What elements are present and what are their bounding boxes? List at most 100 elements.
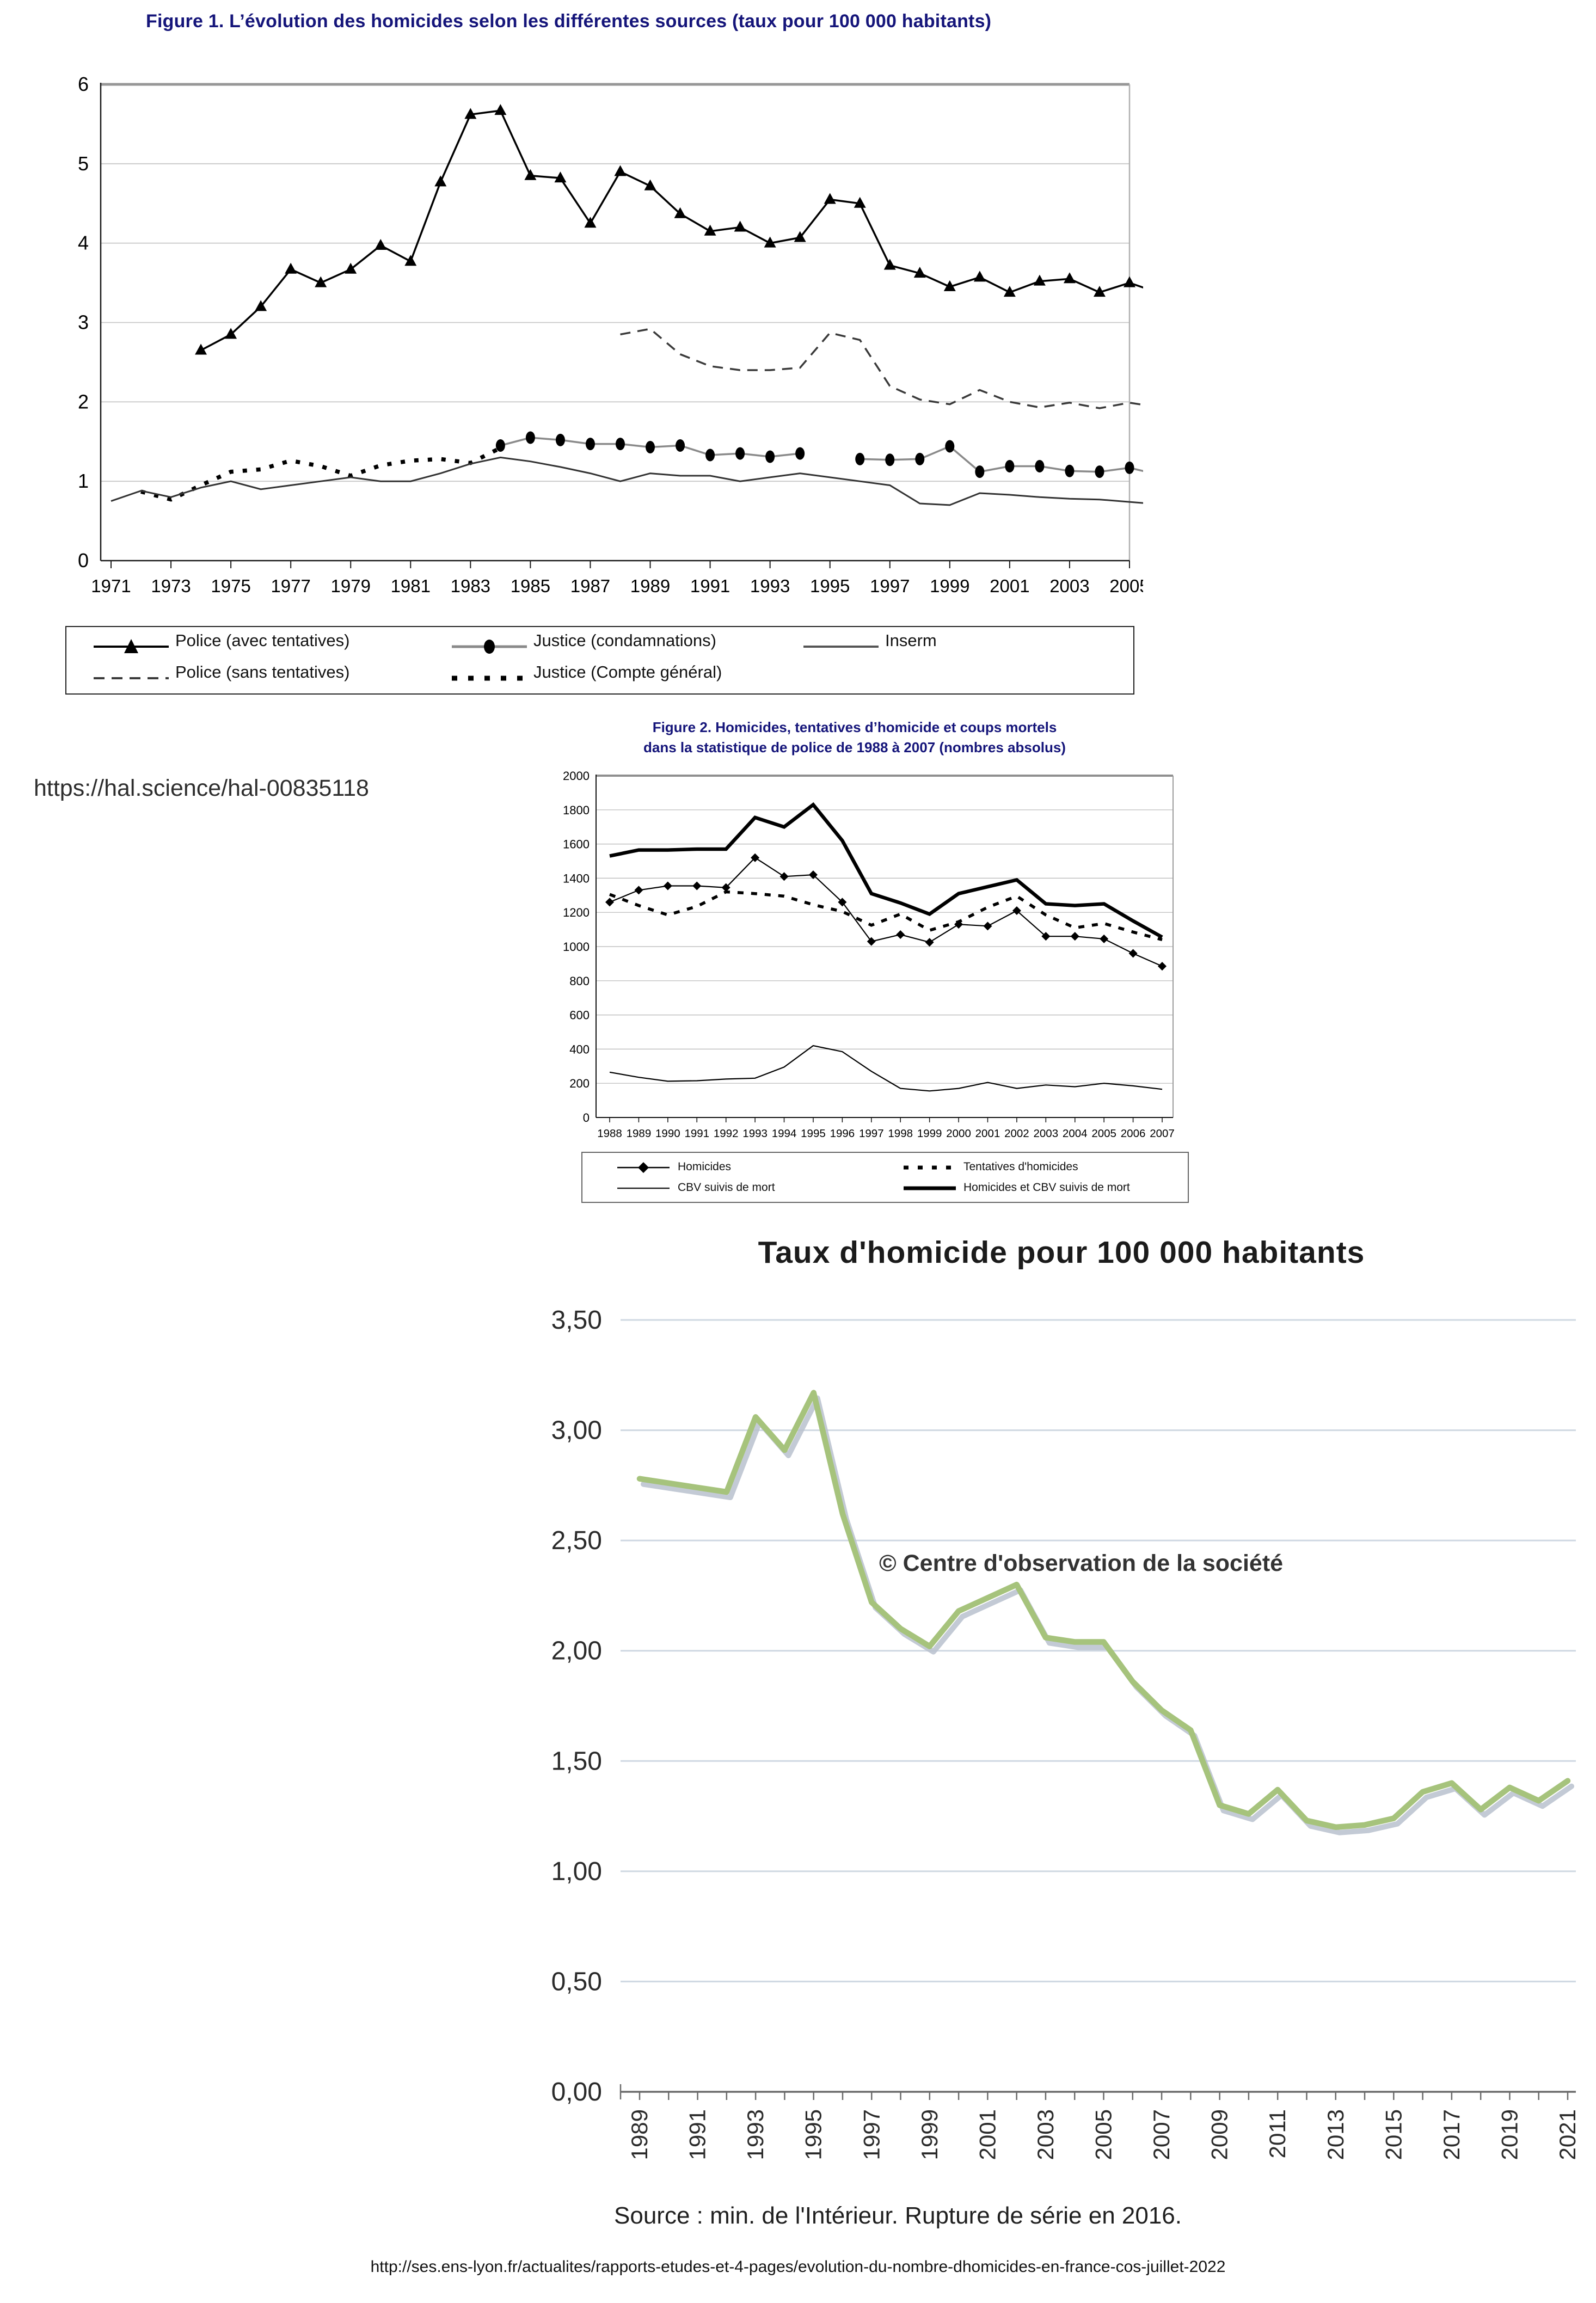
svg-text:0,50: 0,50 [551,1967,602,1996]
svg-text:400: 400 [569,1042,590,1056]
svg-text:2003: 2003 [1049,576,1089,596]
svg-text:1981: 1981 [391,576,431,596]
legend-line-thin-icon [617,1187,670,1189]
legend-label-cbv: CBV suivis de mort [678,1181,775,1194]
svg-text:2,00: 2,00 [551,1637,602,1666]
svg-text:4: 4 [78,232,89,254]
figure2-chart: 0 200 400 600 800 1000 1200 1400 1600 1800 2000 198… [563,769,1175,1140]
legend-line-triangle-icon [94,639,169,653]
legend-line-diamond-icon [617,1162,670,1173]
svg-text:1992: 1992 [714,1127,739,1140]
bottom-link[interactable]: http://ses.ens-lyon.fr/actualites/rappor… [370,2258,1226,2276]
svg-text:2004: 2004 [1063,1127,1088,1140]
legend-line-dotted-icon [452,675,527,681]
svg-text:2001: 2001 [974,2109,1000,2160]
figure2-title-line1: Figure 2. Homicides, tentatives d’homici… [652,719,1057,735]
svg-text:1975: 1975 [211,576,250,596]
svg-text:1989: 1989 [627,1127,652,1140]
svg-text:1995: 1995 [801,1127,826,1140]
figure2-title: Figure 2. Homicides, tentatives d’homici… [577,717,1132,758]
svg-text:2015: 2015 [1380,2109,1406,2160]
svg-text:1997: 1997 [859,1127,884,1140]
legend-line-plain-icon [803,646,879,648]
svg-text:200: 200 [569,1077,590,1090]
svg-text:1977: 1977 [271,576,310,596]
svg-text:3: 3 [78,311,89,334]
svg-text:1995: 1995 [801,2109,826,2160]
svg-text:1994: 1994 [772,1127,797,1140]
svg-text:2006: 2006 [1121,1127,1146,1140]
svg-text:2011: 2011 [1264,2109,1290,2158]
svg-text:1800: 1800 [563,803,590,817]
svg-text:2003: 2003 [1033,2109,1058,2160]
figure1-chart: 0 1 2 3 4 5 6 1971 1973 1975 1977 1979 1981 1983 1985 1… [78,73,1143,596]
figure1-legend: Police (avec tentatives) Justice (condam… [65,626,1134,695]
svg-text:1973: 1973 [151,576,191,596]
svg-text:1988: 1988 [597,1127,622,1140]
legend-label-inserm: Inserm [885,631,937,650]
svg-text:1997: 1997 [870,576,910,596]
svg-text:2001: 2001 [990,576,1029,596]
legend-line-thick-icon [904,1186,956,1190]
svg-text:1999: 1999 [917,2109,942,2160]
svg-text:2013: 2013 [1323,2109,1348,2160]
svg-text:1991: 1991 [684,1127,709,1140]
svg-text:2021: 2021 [1555,2109,1580,2160]
svg-text:1989: 1989 [627,2109,652,2160]
svg-text:1600: 1600 [563,838,590,851]
svg-text:1995: 1995 [810,576,850,596]
svg-text:1000: 1000 [563,940,590,954]
svg-text:2002: 2002 [1004,1127,1029,1140]
svg-text:2005: 2005 [1091,2109,1116,2160]
svg-text:2003: 2003 [1034,1127,1059,1140]
svg-text:0,00: 0,00 [551,2078,602,2107]
svg-text:1,50: 1,50 [551,1747,602,1776]
svg-text:1999: 1999 [917,1127,942,1140]
svg-text:1983: 1983 [451,576,490,596]
legend-label-justice-cond: Justice (condamnations) [533,631,716,650]
svg-text:3,00: 3,00 [551,1416,602,1445]
svg-text:6: 6 [78,73,89,95]
svg-text:1,00: 1,00 [551,1857,602,1886]
svg-text:2: 2 [78,390,89,413]
svg-text:2001: 2001 [975,1127,1000,1140]
svg-text:2017: 2017 [1439,2109,1464,2160]
legend-label-tentatives: Tentatives d'homicides [963,1160,1078,1173]
figure1-title: Figure 1. L’évolution des homicides selo… [146,11,992,32]
hal-link[interactable]: https://hal.science/hal-00835118 [34,775,369,801]
svg-text:1997: 1997 [858,2109,884,2160]
svg-text:2007: 2007 [1149,2109,1174,2160]
svg-text:2019: 2019 [1496,2109,1522,2160]
svg-text:1996: 1996 [830,1127,855,1140]
figure2-title-line2: dans la statistique de police de 1988 à … [643,739,1066,756]
svg-text:1971: 1971 [91,576,131,596]
legend-label-police-sans: Police (sans tentatives) [175,662,350,681]
svg-text:2,50: 2,50 [551,1526,602,1555]
svg-text:2000: 2000 [946,1127,971,1140]
svg-text:2000: 2000 [563,769,590,783]
svg-text:1999: 1999 [930,576,969,596]
svg-text:1: 1 [78,470,89,492]
figure3-source: Source : min. de l'Intérieur. Rupture de… [614,2202,1182,2229]
figure3-watermark: © Centre d'observation de la société [879,1550,1284,1576]
svg-text:1991: 1991 [690,576,730,596]
figure2-legend: Homicides Tentatives d'homicides CBV sui… [581,1152,1189,1203]
figure3-chart: 0,00 0,50 1,00 1,50 2,00 2,50 3,00 3,50 1989 1991… [551,1306,1580,2160]
svg-text:5: 5 [78,152,89,175]
svg-text:0: 0 [78,549,89,572]
legend-line-dotted-icon [904,1165,956,1170]
svg-text:600: 600 [569,1009,590,1022]
svg-text:2009: 2009 [1207,2109,1232,2160]
legend-label-police-avec: Police (avec tentatives) [175,631,350,650]
svg-text:1993: 1993 [742,2109,768,2160]
svg-text:2005: 2005 [1091,1127,1116,1140]
svg-text:1993: 1993 [750,576,790,596]
svg-text:0: 0 [583,1111,590,1125]
svg-text:1979: 1979 [331,576,371,596]
legend-line-dashed-icon [94,677,169,679]
svg-text:1993: 1993 [742,1127,768,1140]
svg-text:1400: 1400 [563,871,590,885]
svg-text:2007: 2007 [1150,1127,1175,1140]
legend-label-justice-compte: Justice (Compte général) [533,662,722,681]
